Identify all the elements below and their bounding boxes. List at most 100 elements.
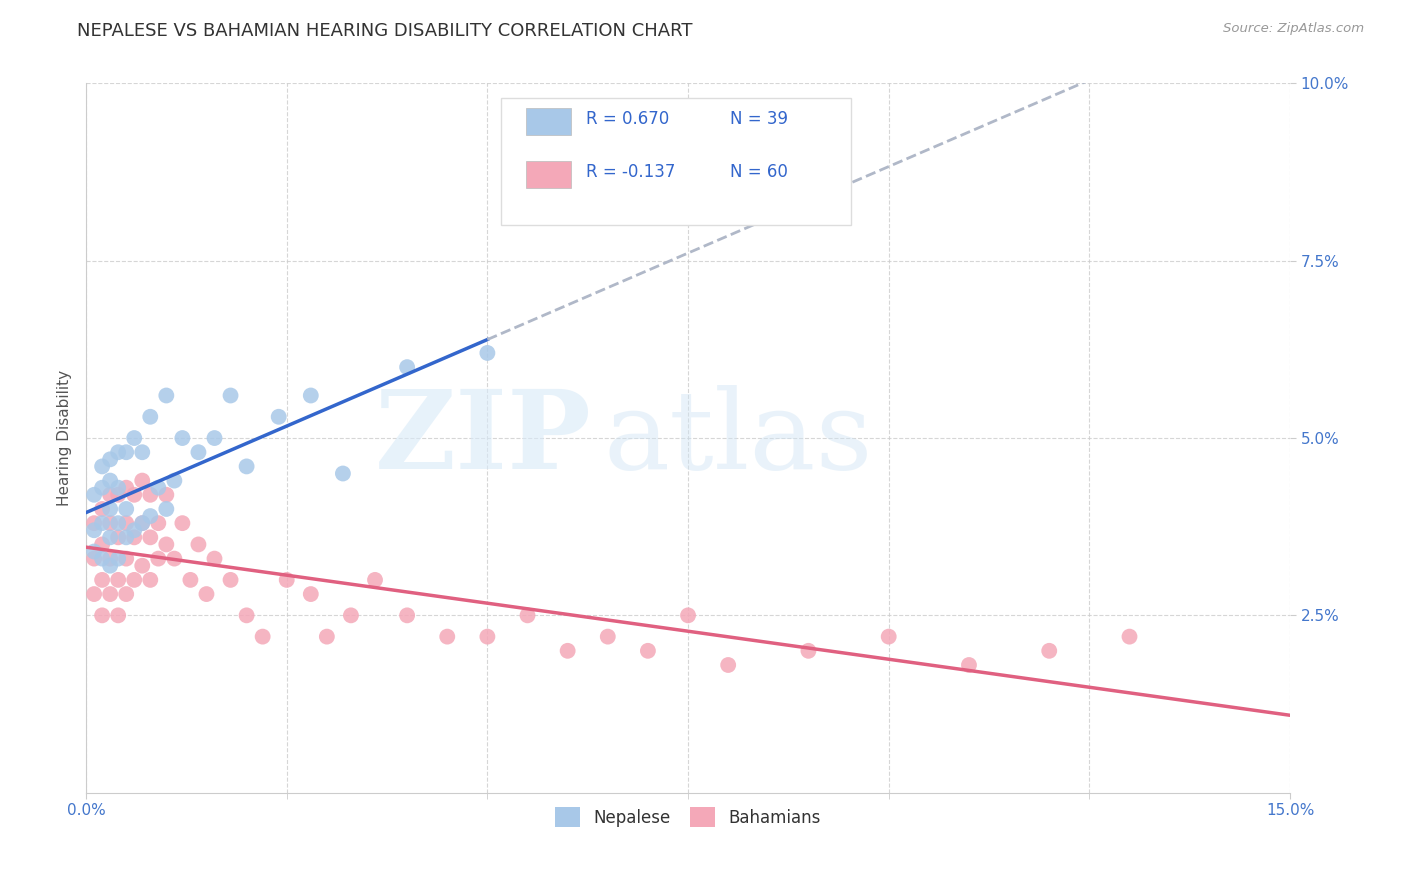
Point	[477, 346, 499, 360]
FancyBboxPatch shape	[526, 161, 571, 187]
Point	[332, 467, 354, 481]
Point	[148, 481, 170, 495]
Point	[91, 459, 114, 474]
Point	[115, 551, 138, 566]
Point	[98, 516, 121, 530]
Point	[83, 587, 105, 601]
Point	[148, 516, 170, 530]
Point	[172, 431, 194, 445]
Point	[122, 530, 145, 544]
Point	[596, 630, 619, 644]
Point	[163, 551, 186, 566]
Point	[516, 608, 538, 623]
Text: NEPALESE VS BAHAMIAN HEARING DISABILITY CORRELATION CHART: NEPALESE VS BAHAMIAN HEARING DISABILITY …	[77, 22, 693, 40]
Point	[83, 488, 105, 502]
Point	[98, 551, 121, 566]
Point	[98, 558, 121, 573]
Point	[299, 388, 322, 402]
FancyBboxPatch shape	[502, 97, 851, 226]
Point	[187, 537, 209, 551]
FancyBboxPatch shape	[526, 108, 571, 135]
Point	[396, 360, 419, 375]
Point	[91, 502, 114, 516]
Point	[83, 523, 105, 537]
Point	[267, 409, 290, 424]
Point	[107, 488, 129, 502]
Point	[131, 516, 153, 530]
Point	[122, 573, 145, 587]
Text: N = 39: N = 39	[730, 110, 789, 128]
Point	[155, 488, 177, 502]
Point	[299, 587, 322, 601]
Point	[115, 481, 138, 495]
Point	[139, 573, 162, 587]
Point	[139, 509, 162, 524]
Point	[139, 530, 162, 544]
Text: R = 0.670: R = 0.670	[586, 110, 669, 128]
Point	[91, 481, 114, 495]
Point	[98, 502, 121, 516]
Point	[107, 445, 129, 459]
Point	[83, 544, 105, 558]
Point	[83, 516, 105, 530]
Point	[477, 630, 499, 644]
Point	[1118, 630, 1140, 644]
Point	[219, 388, 242, 402]
Point	[122, 523, 145, 537]
Point	[717, 658, 740, 673]
Point	[877, 630, 900, 644]
Point	[155, 537, 177, 551]
Point	[107, 530, 129, 544]
Point	[122, 431, 145, 445]
Point	[195, 587, 218, 601]
Point	[957, 658, 980, 673]
Point	[148, 551, 170, 566]
Point	[131, 516, 153, 530]
Point	[98, 587, 121, 601]
Point	[139, 409, 162, 424]
Point	[340, 608, 363, 623]
Point	[122, 488, 145, 502]
Point	[91, 537, 114, 551]
Point	[637, 644, 659, 658]
Text: atlas: atlas	[603, 384, 873, 491]
Point	[91, 608, 114, 623]
Text: N = 60: N = 60	[730, 163, 787, 181]
Point	[797, 644, 820, 658]
Point	[107, 551, 129, 566]
Legend: Nepalese, Bahamians: Nepalese, Bahamians	[548, 800, 828, 834]
Point	[115, 502, 138, 516]
Point	[179, 573, 201, 587]
Point	[364, 573, 387, 587]
Point	[235, 459, 257, 474]
Point	[252, 630, 274, 644]
Point	[98, 452, 121, 467]
Point	[396, 608, 419, 623]
Point	[172, 516, 194, 530]
Point	[155, 502, 177, 516]
Point	[107, 516, 129, 530]
Point	[98, 488, 121, 502]
Point	[676, 608, 699, 623]
Point	[98, 530, 121, 544]
Y-axis label: Hearing Disability: Hearing Disability	[58, 370, 72, 506]
Point	[163, 474, 186, 488]
Point	[115, 587, 138, 601]
Point	[91, 516, 114, 530]
Text: ZIP: ZIP	[375, 384, 592, 491]
Point	[131, 445, 153, 459]
Point	[315, 630, 337, 644]
Point	[98, 474, 121, 488]
Point	[1038, 644, 1060, 658]
Point	[115, 445, 138, 459]
Text: Source: ZipAtlas.com: Source: ZipAtlas.com	[1223, 22, 1364, 36]
Point	[83, 551, 105, 566]
Point	[115, 530, 138, 544]
Text: R = -0.137: R = -0.137	[586, 163, 675, 181]
Point	[115, 516, 138, 530]
Point	[107, 481, 129, 495]
Point	[155, 388, 177, 402]
Point	[235, 608, 257, 623]
Point	[107, 608, 129, 623]
Point	[204, 431, 226, 445]
